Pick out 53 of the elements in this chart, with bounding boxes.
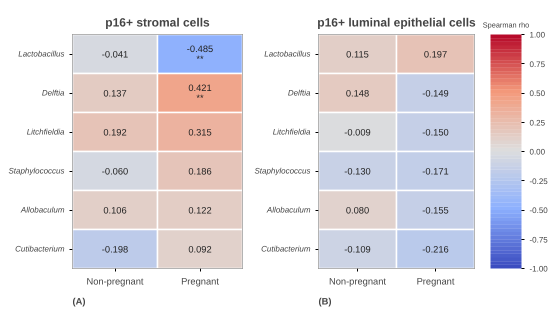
data-label: 0.106	[103, 206, 127, 216]
y-tick-label: Delftia	[42, 88, 66, 98]
data-label: -0.109	[344, 244, 371, 254]
color-bar-label: 0.75	[530, 60, 546, 69]
chart-title: p16+ stromal cells	[105, 16, 210, 30]
data-label: -0.149	[422, 88, 449, 98]
color-bar-label: 0.00	[530, 148, 546, 156]
data-label: 0.080	[346, 206, 370, 216]
data-label: 0.192	[103, 128, 127, 138]
data-label: -0.155	[422, 206, 449, 216]
y-tick-label: Allobaculum	[20, 206, 65, 214]
y-tick-label: Lactobacillus	[264, 50, 310, 58]
data-label: 0.115	[346, 50, 369, 60]
data-label: 0.148	[346, 88, 370, 98]
y-tick-label: Cutibacterium	[261, 244, 311, 254]
data-label: 0.137	[103, 88, 127, 98]
data-label: -0.150	[422, 128, 449, 138]
color-bar-label: 1.00	[530, 30, 546, 40]
data-label: 0.122	[188, 206, 212, 216]
data-label: -0.009	[344, 128, 371, 138]
y-tick-label: Delftia	[288, 88, 312, 98]
data-label: 0.186	[188, 166, 212, 176]
color-bar-label: -0.25	[530, 176, 548, 186]
text: (B)	[318, 296, 332, 306]
color-bar-label: -0.50	[530, 206, 548, 215]
color-bar-label: -0.75	[530, 235, 548, 244]
data-label: 0.092	[188, 244, 212, 254]
data-label: -0.216	[422, 244, 449, 254]
data-label: 0.197	[424, 50, 448, 60]
y-tick-label: Lactobacillus	[18, 50, 64, 58]
chart-title: p16+ luminal epithelial cells	[317, 16, 476, 30]
data-label: -0.171	[422, 166, 449, 176]
y-tick-label: Staphylococcus	[8, 166, 64, 176]
data-label: 0.315	[188, 128, 212, 138]
color-bar-label: 0.25	[530, 118, 546, 128]
data-label: -0.130	[344, 166, 371, 176]
data-label: -0.485 **	[186, 44, 214, 64]
y-tick-label: Staphylococcus	[254, 166, 310, 176]
y-tick-label: Litchfieldia	[272, 128, 312, 136]
color-bar-label: 0.50	[530, 89, 546, 98]
x-tick-label: Non-pregnant	[328, 276, 386, 286]
y-tick-label: Litchfieldia	[26, 128, 66, 136]
data-label: -0.041	[102, 50, 128, 60]
data-label: 0.421 **	[188, 83, 212, 103]
x-tick-label: Pregnant	[181, 276, 220, 286]
y-tick-label: Cutibacterium	[15, 244, 65, 254]
text: (A)	[72, 296, 86, 306]
x-tick-label: Non-pregnant	[86, 276, 144, 286]
data-label: -0.060	[102, 166, 128, 176]
x-tick-label: Pregnant	[416, 276, 455, 286]
data-label: -0.198	[102, 244, 128, 254]
y-tick-label: Allobaculum	[266, 206, 311, 214]
color-bar-label: -1.00	[530, 264, 548, 274]
